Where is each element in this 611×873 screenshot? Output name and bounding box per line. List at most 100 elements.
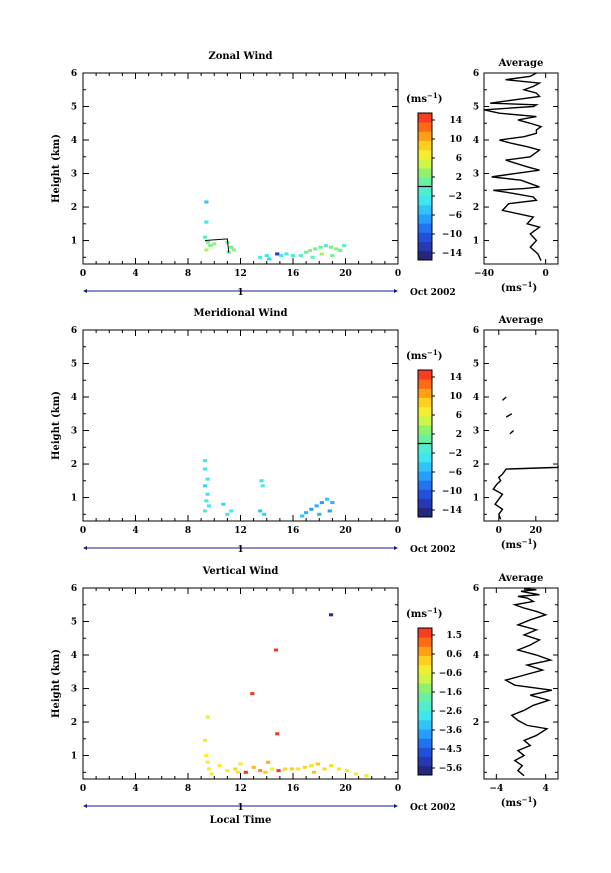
colorbar-swatch — [418, 756, 432, 767]
y-tick-label: 3 — [71, 685, 77, 695]
colorbar-swatch — [418, 214, 432, 224]
colorbar-tick-label: 6 — [456, 411, 462, 421]
heatmap-cell — [315, 762, 321, 766]
heatmap-cell — [204, 220, 209, 224]
x-tick-label: 0 — [395, 269, 401, 279]
profile-x-tick-label: 0 — [543, 269, 549, 279]
day-label: 1 — [237, 288, 243, 298]
profile-title: Average — [498, 573, 544, 584]
colorbar: 14 10 6 2 −2 −6 −10 −14 (ms−1) — [406, 91, 462, 261]
plot-frame — [82, 72, 399, 265]
colorbar-tick-label: −5.6 — [439, 764, 462, 774]
colorbar: 14 10 6 2 −2 −6 −10 −14 (ms−1) — [406, 348, 462, 518]
y-tick-label: 4 — [71, 136, 77, 146]
profile-y-tick-label: 3 — [473, 427, 479, 437]
heatmap-cell — [284, 252, 289, 256]
heatmap-cell — [226, 250, 231, 254]
colorbar-unit-close: ) — [438, 351, 443, 362]
colorbar-unit-exponent: −1 — [427, 91, 438, 100]
x-tick-label: 0 — [395, 526, 401, 536]
colorbar-swatch — [418, 122, 432, 132]
profile-y-tick-label: 5 — [473, 360, 479, 370]
colorbar-swatch — [418, 729, 432, 739]
colorbar: 1.5 0.6 −0.6 −1.6 −2.6 −3.6 −4.5 −5.6 (ms−1) — [406, 606, 462, 776]
heatmap-cell — [202, 235, 208, 239]
colorbar-swatch — [418, 168, 432, 178]
profile-y-tick-label: 4 — [473, 651, 479, 661]
profile-x-label: (ms−1) — [501, 280, 537, 295]
x-tick-label: 20 — [339, 784, 352, 794]
heatmap-cell — [273, 648, 279, 652]
heatmap-cell — [229, 245, 234, 249]
profile-segment — [502, 396, 507, 401]
heatmap-cell — [205, 715, 210, 719]
y-tick-label: 3 — [71, 427, 77, 437]
x-tick-label: 0 — [395, 784, 401, 794]
profile-title: Average — [498, 315, 544, 326]
heatmap-cell — [206, 767, 212, 771]
heatmap-cell — [225, 512, 230, 516]
heatmap-cell — [243, 770, 248, 774]
profile-line — [503, 587, 554, 777]
colorbar-swatch — [418, 664, 432, 675]
heatmap-cell — [300, 514, 305, 518]
colorbar-swatch — [418, 425, 432, 435]
day-label: 1 — [237, 803, 243, 813]
heatmap-cell — [318, 245, 323, 249]
colorbar-tick-label: 6 — [456, 154, 462, 164]
colorbar-unit-exponent: −1 — [427, 606, 438, 615]
x-tick-label: 0 — [80, 269, 86, 279]
colorbar-frame — [417, 627, 433, 776]
colorbar-swatch — [418, 655, 432, 666]
colorbar-unit-close: ) — [438, 94, 443, 105]
colorbar-swatch — [418, 747, 432, 758]
colorbar-swatch — [418, 177, 432, 187]
heatmap-cell — [334, 247, 339, 251]
x-tick-label: 0 — [80, 526, 86, 536]
heatmap-cell — [328, 613, 334, 617]
heatmap-cell — [338, 249, 343, 253]
profile-x-tick-label: −40 — [474, 269, 494, 279]
heatmap-cell — [342, 244, 347, 248]
heatmap-cell — [309, 764, 314, 768]
colorbar-swatch — [418, 692, 432, 702]
heatmap-cell — [269, 767, 275, 771]
profile-y-tick-label: 2 — [473, 718, 479, 728]
date-label: Oct 2002 — [410, 803, 456, 813]
colorbar-swatch — [418, 738, 432, 748]
colorbar-swatch — [418, 131, 432, 141]
colorbar-tick-label: −4.5 — [439, 745, 462, 755]
colorbar-tick-label: 14 — [449, 116, 462, 126]
date-label: Oct 2002 — [410, 288, 456, 298]
y-tick-label: 2 — [71, 718, 77, 728]
heatmap-cell — [330, 501, 335, 505]
heatmap-cell — [231, 248, 237, 252]
heatmap-cell — [283, 767, 288, 771]
heatmap-cell — [296, 767, 301, 771]
y-tick-label: 4 — [71, 393, 77, 403]
heatmap-cell — [336, 767, 342, 771]
colorbar-swatch — [418, 701, 432, 712]
profile-y-tick-label: 5 — [473, 103, 479, 113]
heatmap-cell — [235, 770, 240, 774]
heatmap-cell — [205, 240, 210, 244]
zero-contour — [205, 238, 230, 253]
colorbar-swatch — [418, 186, 432, 197]
heatmap-cell — [202, 738, 208, 742]
heatmap-cell — [353, 772, 359, 776]
x-tick-label: 4 — [132, 269, 138, 279]
colorbar-swatch — [418, 241, 432, 252]
heatmap-cells — [202, 459, 335, 518]
y-axis-label: Height (km) — [51, 391, 62, 460]
profile-segment — [505, 413, 513, 418]
colorbar-swatch — [418, 637, 432, 647]
average-profile: Average 1 2 3 4 5 6 0 20(ms−1) — [473, 315, 559, 551]
colorbar-swatch — [418, 388, 432, 398]
colorbar-swatch — [418, 628, 432, 638]
colorbar-tick-label: 10 — [449, 392, 462, 402]
profile-frame — [483, 72, 559, 265]
profile-y-tick-label: 1 — [473, 237, 479, 247]
colorbar-swatch — [418, 765, 432, 776]
x-tick-label: 0 — [80, 784, 86, 794]
colorbar-unit: (ms−1) — [406, 348, 442, 363]
